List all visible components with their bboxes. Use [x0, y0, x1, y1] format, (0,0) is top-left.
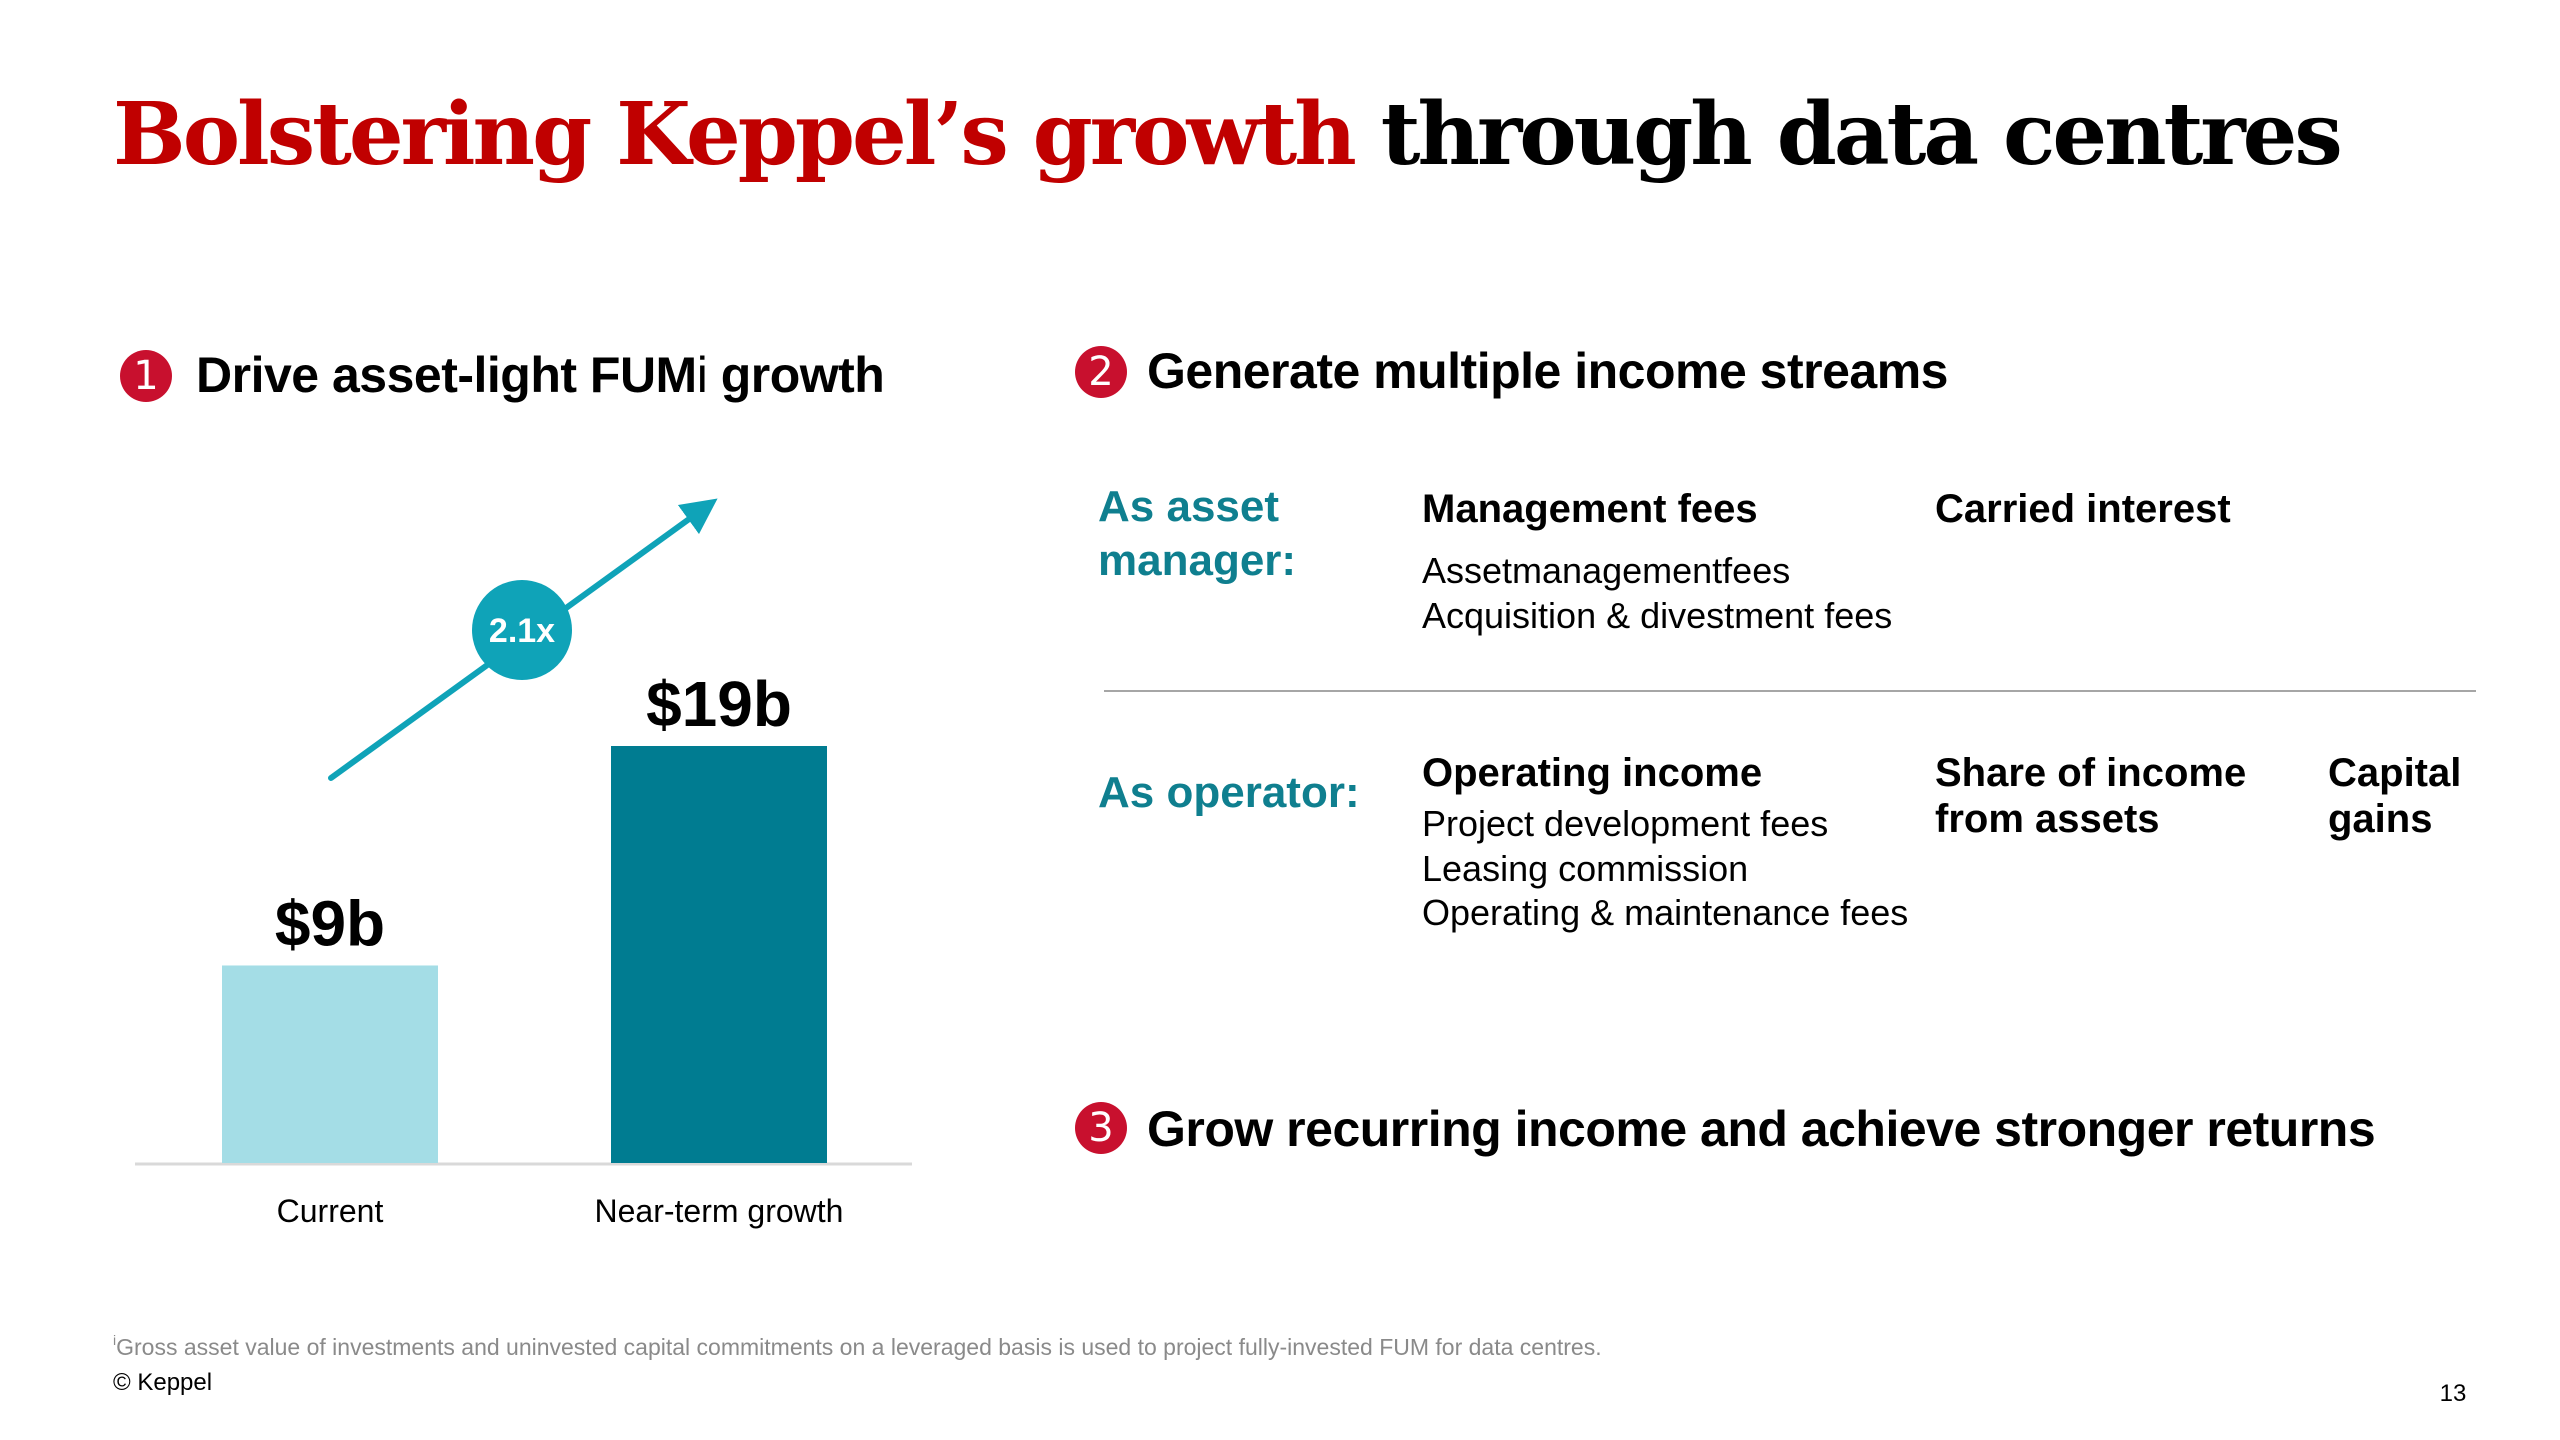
section-2-number: 2 — [1088, 349, 1114, 395]
share-of-income-heading: Share of income from assets — [1935, 750, 2246, 842]
section-1-number: 1 — [133, 353, 159, 399]
bar-current — [222, 965, 438, 1163]
copyright: © Keppel — [113, 1369, 213, 1396]
share-of-income-line2: from assets — [1935, 797, 2160, 841]
section-2-heading: Generate multiple income streams — [1147, 343, 1948, 399]
bar-value-label: $9b — [275, 887, 385, 959]
category-label: Near-term growth — [595, 1193, 844, 1229]
section-1-badge: 1 — [120, 350, 172, 402]
capital-gains-line2: gains — [2328, 797, 2433, 841]
management-fees-heading: Management fees — [1422, 487, 1758, 531]
section-3-heading: Grow recurring income and achieve strong… — [1147, 1101, 2376, 1157]
fum-growth-chart: $9b Current $19b Near-term growth 2.1x — [135, 498, 912, 1229]
footnote-marker-sup: i — [113, 1332, 117, 1348]
page-number: 13 — [2439, 1380, 2467, 1407]
bar-near-term-growth — [611, 746, 827, 1163]
title-rest: through data centres — [1380, 84, 2343, 185]
bar-value-label: $19b — [646, 668, 792, 740]
carried-interest-heading: Carried interest — [1935, 487, 2231, 531]
share-of-income-line1: Share of income — [1935, 751, 2247, 795]
project-development-fees-item: Project development fees — [1422, 803, 1829, 844]
title-highlight: Bolstering Keppel’s growth — [113, 84, 1357, 185]
multiplier-label: 2.1x — [489, 612, 555, 650]
role-asset-manager: As asset manager: — [1098, 480, 1296, 588]
leasing-commission-item: Leasing commission — [1422, 848, 1749, 889]
operating-income-heading: Operating income — [1422, 751, 1763, 795]
footnote-marker: i — [696, 347, 708, 403]
section-3-badge: 3 — [1075, 1102, 1127, 1154]
section-1-heading-text: Drive asset-light FUM — [196, 347, 697, 403]
role-asset-manager-line1: As asset — [1098, 482, 1280, 531]
section-divider — [1104, 690, 2476, 692]
role-asset-manager-line2: manager: — [1098, 536, 1297, 585]
footnote: iGross asset value of investments and un… — [113, 1332, 1602, 1361]
section-1-heading: Drive asset-light FUMi growth — [196, 347, 885, 403]
footnote-text: Gross asset value of investments and uni… — [116, 1334, 1602, 1360]
page-title: Bolstering Keppel’s growth through data … — [113, 87, 2343, 183]
section-1-heading-suffix: growth — [707, 347, 885, 403]
category-label: Current — [277, 1193, 384, 1229]
operating-maintenance-fees-item: Operating & maintenance fees — [1422, 892, 1909, 933]
section-2-badge: 2 — [1075, 346, 1127, 398]
asset-management-fees-item: Assetmanagementfees — [1422, 550, 1791, 591]
capital-gains-heading: Capital gains — [2328, 750, 2461, 842]
capital-gains-line1: Capital — [2328, 751, 2462, 795]
multiplier-badge — [472, 580, 572, 680]
role-operator: As operator: — [1098, 768, 1360, 817]
section-3-number: 3 — [1088, 1105, 1114, 1151]
acquisition-divestment-fees-item: Acquisition & divestment fees — [1422, 595, 1893, 636]
